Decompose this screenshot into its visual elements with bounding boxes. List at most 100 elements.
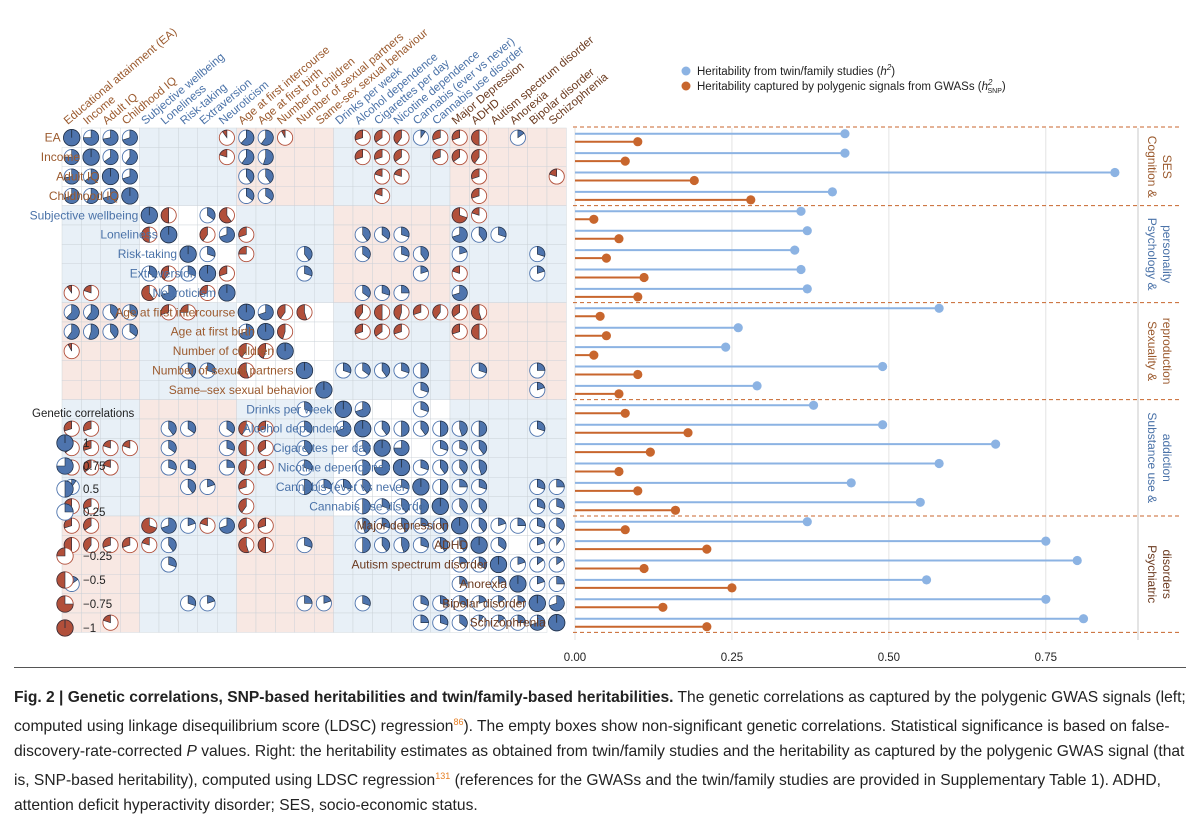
correlation-pie-wedge bbox=[374, 149, 383, 160]
correlation-pie bbox=[121, 537, 138, 554]
matrix-cell bbox=[294, 205, 315, 226]
diagonal-pie bbox=[451, 517, 469, 535]
legend-value-label: 0.25 bbox=[83, 507, 105, 519]
correlation-pie bbox=[218, 517, 235, 534]
correlation-pie-wedge bbox=[362, 226, 371, 242]
correlation-pie bbox=[160, 537, 177, 554]
correlation-pie-wedge bbox=[420, 420, 429, 436]
correlation-pie-wedge bbox=[556, 498, 565, 510]
matrix-cell bbox=[236, 574, 257, 594]
correlation-pie-wedge bbox=[459, 556, 468, 565]
correlation-pie bbox=[529, 575, 546, 592]
correlation-pie-wedge bbox=[226, 459, 235, 468]
snp-point bbox=[595, 311, 605, 321]
matrix-cell bbox=[119, 477, 140, 497]
matrix-cell bbox=[411, 341, 431, 361]
correlation-pie bbox=[277, 323, 294, 340]
correlation-pie bbox=[412, 381, 429, 398]
correlation-pie-wedge bbox=[478, 517, 487, 533]
correlation-pie-wedge bbox=[323, 595, 332, 604]
correlation-pie bbox=[432, 517, 449, 534]
matrix-cell bbox=[197, 127, 218, 148]
correlation-pie bbox=[199, 226, 216, 243]
matrix-cell bbox=[508, 535, 528, 556]
group-label: Cognition & bbox=[1145, 136, 1159, 198]
correlation-pie bbox=[257, 129, 274, 146]
group-label: Sexuality & bbox=[1145, 321, 1159, 381]
correlation-pie bbox=[335, 362, 352, 379]
matrix-cell bbox=[411, 147, 431, 167]
correlation-pie-wedge bbox=[110, 323, 119, 339]
correlation-pie bbox=[548, 478, 565, 495]
matrix-cell bbox=[158, 496, 179, 517]
matrix-cell bbox=[546, 263, 567, 284]
matrix-cell bbox=[546, 302, 567, 323]
correlation-pie-wedge bbox=[498, 537, 507, 550]
twin-point bbox=[808, 400, 819, 410]
matrix-cell bbox=[546, 185, 567, 206]
correlation-pie bbox=[548, 168, 565, 185]
matrix-cell bbox=[139, 185, 160, 206]
correlation-pie bbox=[393, 478, 410, 495]
matrix-cell bbox=[411, 166, 431, 187]
correlation-pie bbox=[490, 537, 507, 554]
correlation-pie bbox=[296, 537, 313, 554]
matrix-cell bbox=[255, 593, 276, 614]
matrix-cell bbox=[372, 263, 392, 284]
correlation-pie-wedge bbox=[537, 556, 544, 566]
snp-point bbox=[589, 214, 599, 224]
matrix-cell bbox=[508, 457, 528, 478]
correlation-pie-wedge bbox=[168, 459, 177, 471]
correlation-pie bbox=[451, 498, 468, 515]
matrix-cell bbox=[275, 593, 295, 614]
correlation-pie-wedge bbox=[219, 517, 235, 534]
correlation-pie-wedge bbox=[556, 556, 564, 566]
twin-point bbox=[1041, 594, 1051, 604]
matrix-cell bbox=[508, 418, 528, 439]
correlation-pie-wedge bbox=[381, 517, 390, 529]
correlation-pie bbox=[180, 304, 197, 321]
matrix-cell bbox=[178, 127, 198, 148]
matrix-cell bbox=[275, 612, 295, 633]
correlation-pie-wedge bbox=[451, 129, 460, 141]
matrix-cell bbox=[508, 399, 528, 420]
matrix-cell bbox=[411, 185, 431, 206]
matrix-cell bbox=[449, 380, 470, 400]
correlation-pie bbox=[121, 323, 138, 340]
row-label: Income bbox=[41, 150, 81, 164]
snp-point bbox=[633, 486, 643, 496]
correlation-pie bbox=[180, 595, 197, 612]
correlation-pie-wedge bbox=[102, 614, 111, 624]
correlation-pie bbox=[490, 595, 507, 612]
correlation-pie-wedge bbox=[517, 595, 526, 604]
matrix-cell bbox=[255, 554, 276, 575]
correlation-pie-wedge bbox=[207, 478, 216, 488]
correlation-pie bbox=[393, 420, 410, 437]
correlation-pie bbox=[180, 517, 197, 534]
matrix-cell bbox=[333, 612, 354, 633]
matrix-cell bbox=[333, 574, 354, 594]
matrix-cell bbox=[372, 574, 392, 594]
correlation-pie bbox=[354, 595, 371, 612]
correlation-pie bbox=[102, 187, 119, 204]
row-label: Major depression bbox=[357, 519, 449, 533]
correlation-pie bbox=[199, 362, 216, 379]
correlation-pie bbox=[412, 537, 429, 554]
caption-ref-2[interactable]: 131 bbox=[435, 771, 451, 782]
correlation-pie bbox=[548, 575, 565, 592]
legend-pie-wedge bbox=[56, 571, 66, 589]
matrix-cell bbox=[333, 263, 354, 284]
correlation-pie-wedge bbox=[478, 556, 487, 570]
matrix-cell bbox=[508, 477, 528, 497]
correlation-pie bbox=[218, 459, 235, 476]
caption-ref-1[interactable]: 86 bbox=[453, 717, 464, 728]
matrix-cell bbox=[508, 185, 528, 206]
correlation-pie-wedge bbox=[168, 440, 177, 453]
correlation-pie-wedge bbox=[537, 362, 546, 371]
correlation-pie bbox=[121, 440, 138, 457]
correlation-pie bbox=[471, 459, 488, 476]
correlation-pie-wedge bbox=[401, 498, 410, 513]
correlation-pie bbox=[141, 517, 158, 534]
correlation-pie bbox=[451, 226, 468, 243]
matrix-cell bbox=[139, 496, 160, 517]
